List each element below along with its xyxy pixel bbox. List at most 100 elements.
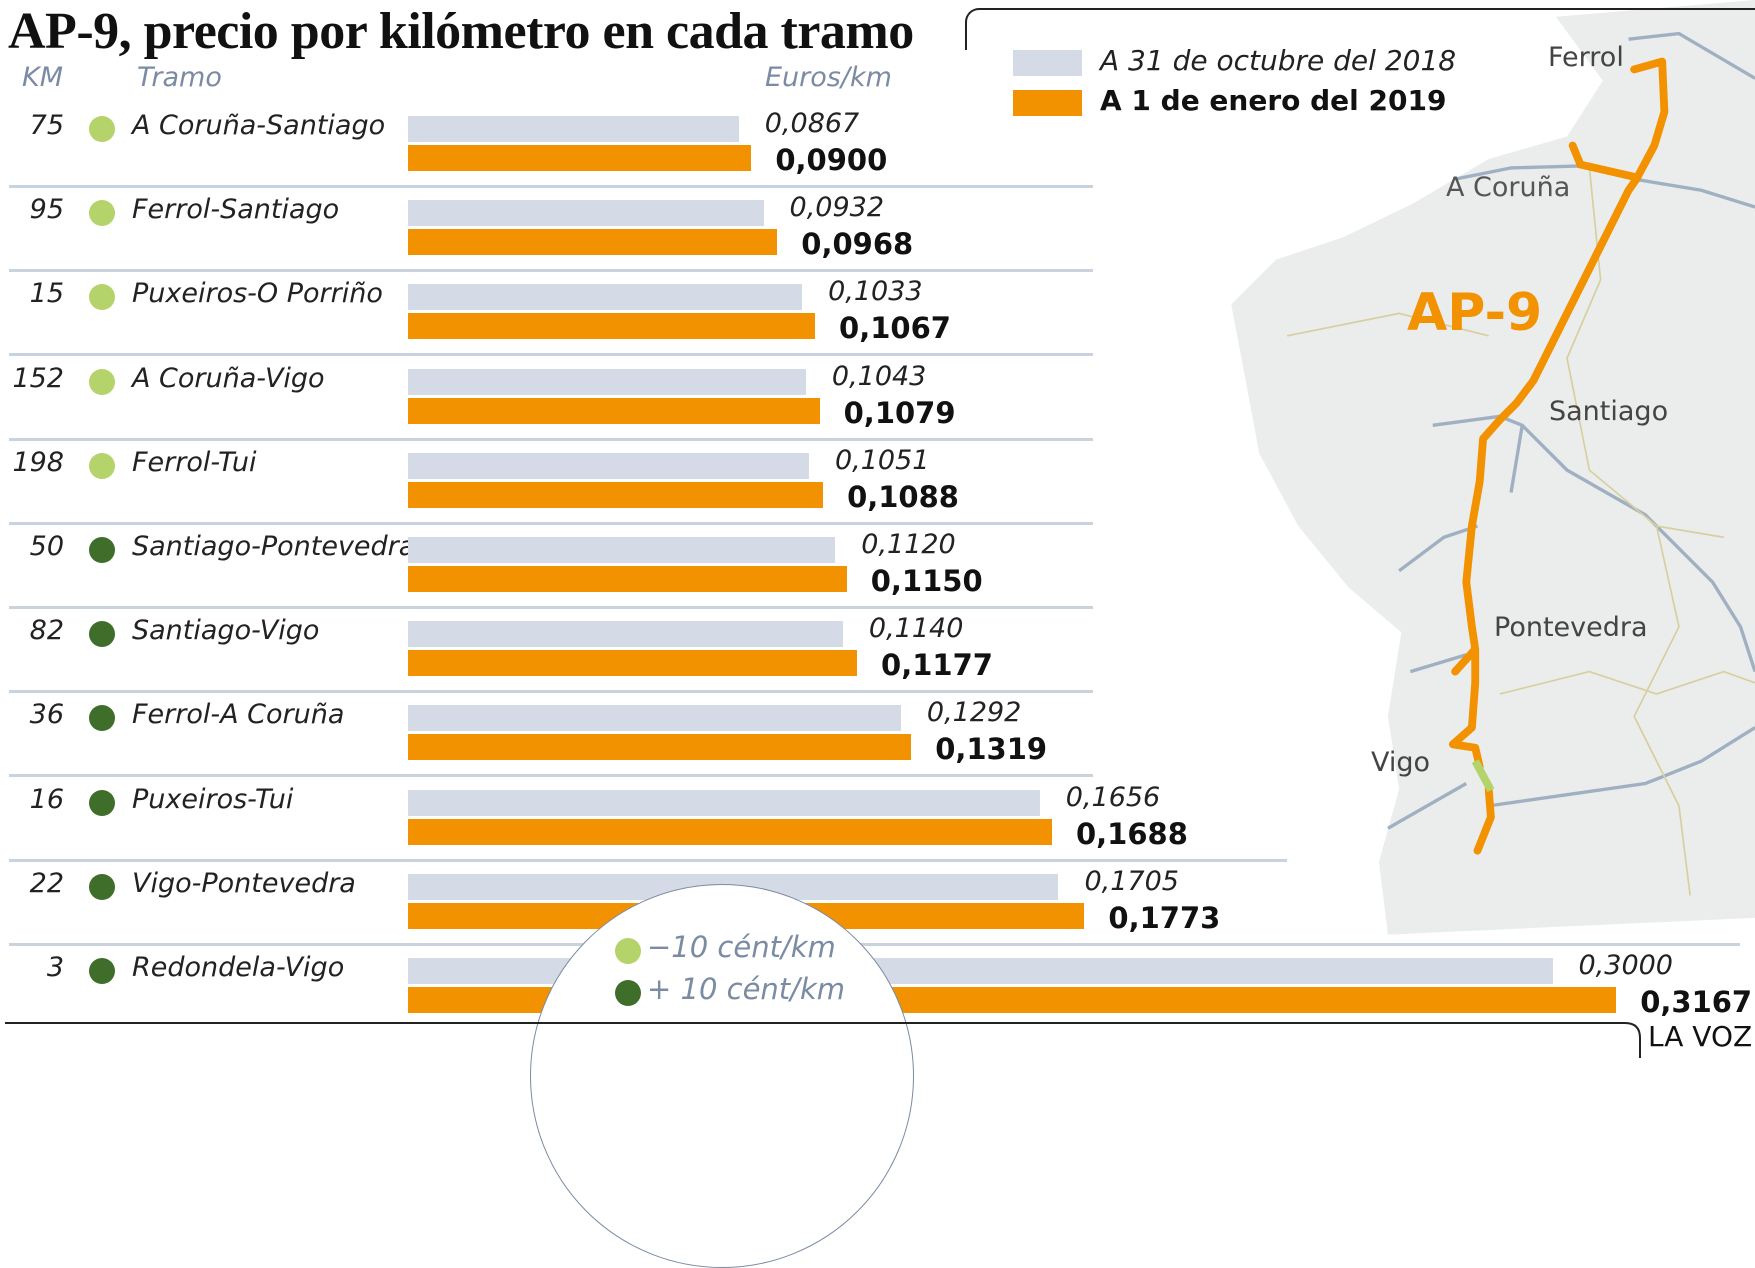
change-dot-plus [89, 958, 115, 984]
source-credit: LA VOZ [1648, 1020, 1753, 1053]
header-km: KM [22, 62, 64, 93]
value-label-2018: 0,1705 [1084, 865, 1179, 897]
row-separator [9, 353, 1093, 357]
km-value: 152 [12, 362, 64, 394]
row-separator [9, 774, 1093, 778]
bar-2018 [408, 621, 843, 648]
km-value: 22 [29, 867, 64, 899]
bar-2018 [408, 284, 803, 311]
value-label-2019: 0,1773 [1108, 900, 1221, 935]
legend-dot-minus [615, 938, 641, 964]
bar-2019 [408, 313, 816, 340]
change-dot-plus [89, 873, 115, 900]
km-value: 15 [29, 278, 64, 310]
legend-dot-plus [615, 980, 641, 1006]
bar-2018 [408, 705, 901, 732]
value-label-2019: 0,1150 [870, 564, 983, 598]
bar-2019 [408, 734, 912, 761]
value-label-2019: 0,0900 [775, 143, 888, 177]
city-ferrol: Ferrol [1548, 42, 1624, 73]
change-dot-minus [89, 284, 115, 311]
tramo-label: Ferrol-Tui [132, 446, 257, 478]
legend-plus-label: + 10 cént/km [647, 972, 845, 1006]
bar-2019 [408, 566, 847, 592]
city-santiago: Santiago [1549, 396, 1668, 427]
change-dot-minus [89, 200, 115, 227]
row-separator [9, 185, 1093, 188]
value-label-2019: 0,3167 [1640, 985, 1753, 1019]
legend-label-2019: A 1 de enero del 2019 [1100, 84, 1447, 117]
row-separator [9, 942, 1740, 946]
tramo-label: Vigo-Pontevedra [132, 867, 356, 899]
km-value: 36 [29, 699, 64, 731]
value-label-2018: 0,1656 [1065, 781, 1161, 813]
tramo-label: Redondela-Vigo [132, 952, 345, 983]
bar-2018 [408, 116, 739, 142]
ap9-green-segment [1471, 759, 1495, 793]
legend-frame [965, 8, 1755, 50]
change-dot-minus [89, 452, 115, 479]
tramo-label: Santiago-Vigo [132, 615, 320, 647]
bar-2018 [408, 368, 806, 395]
value-label-2019: 0,1067 [839, 311, 951, 346]
bar-2019 [408, 650, 858, 677]
value-label-2019: 0,1319 [935, 732, 1048, 767]
value-label-2018: 0,1292 [926, 697, 1022, 729]
km-value: 95 [29, 194, 64, 226]
tramo-label: Puxeiros-O Porriño [132, 278, 383, 310]
value-label-2018: 0,1140 [868, 613, 964, 645]
km-value: 75 [29, 110, 64, 141]
ap9-map-label: AP-9 [1407, 283, 1542, 343]
value-label-2019: 0,1088 [847, 479, 959, 514]
bar-2019 [408, 145, 752, 171]
map-borders [1287, 167, 1755, 896]
bar-2019 [408, 229, 778, 256]
legend-swatch-2019 [1013, 90, 1082, 116]
ap9-coruna-branch [1568, 141, 1639, 181]
value-label-2019: 0,1177 [881, 648, 993, 683]
value-label-2018: 0,1043 [831, 360, 927, 392]
row-separator [9, 690, 1093, 694]
value-label-2019: 0,1079 [843, 395, 956, 430]
change-dot-plus [89, 789, 115, 816]
km-value: 50 [29, 531, 64, 562]
bar-2019 [408, 818, 1052, 845]
value-label-2018: 0,1033 [828, 276, 923, 308]
tramo-label: Ferrol-Santiago [132, 194, 340, 226]
value-label-2018: 0,3000 [1578, 950, 1673, 981]
bar-2018 [408, 200, 764, 227]
tramo-label: Santiago-Pontevedra [132, 531, 416, 562]
km-value: 16 [29, 783, 64, 815]
legend-swatch-2018 [1013, 50, 1082, 76]
tramo-label: A Coruña-Santiago [132, 110, 386, 141]
row-separator [9, 437, 1093, 441]
bar-2019 [408, 481, 824, 508]
bar-2018 [408, 537, 836, 563]
galicia-map: AP-9 Ferrol A Coruña Santiago Pontevedra… [1231, 0, 1755, 935]
map-roads [1387, 31, 1755, 830]
value-label-2018: 0,1120 [861, 529, 956, 560]
value-label-2018: 0,1051 [834, 444, 930, 476]
value-label-2018: 0,0867 [764, 108, 860, 139]
city-a-coruna: A Coruña [1446, 172, 1570, 203]
row-separator [9, 269, 1093, 273]
bar-2018 [408, 789, 1040, 816]
tramo-label: Ferrol-A Coruña [132, 699, 345, 731]
km-value: 3 [46, 952, 64, 983]
value-label-2019: 0,0968 [801, 227, 914, 262]
map-landmass [1231, 0, 1755, 935]
value-label-2019: 0,1688 [1075, 816, 1188, 851]
bar-2018 [408, 452, 809, 479]
change-dot-plus [89, 705, 115, 732]
header-tramo: Tramo [137, 62, 222, 93]
row-separator [9, 606, 1093, 609]
row-separator [9, 858, 1287, 862]
change-dot-plus [89, 537, 115, 563]
km-value: 82 [29, 615, 64, 647]
legend-label-2018: A 31 de octubre del 2018 [1100, 44, 1457, 77]
row-separator [9, 521, 1093, 525]
ap9-route [1448, 57, 1669, 855]
legend-minus-label: −10 cént/km [647, 930, 836, 964]
tramo-label: Puxeiros-Tui [132, 783, 294, 815]
km-value: 198 [12, 446, 64, 478]
